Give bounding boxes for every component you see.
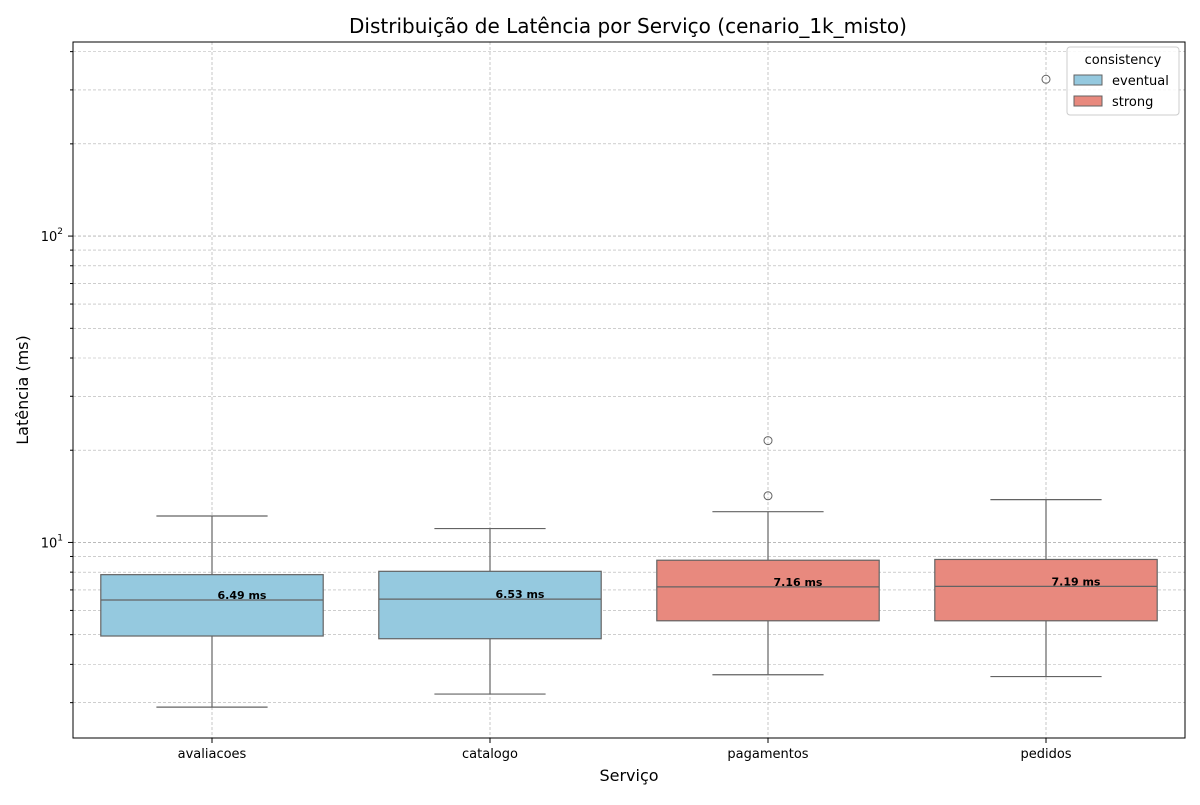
iqr-box-pedidos bbox=[934, 558, 1158, 622]
outlier-point-pagamentos bbox=[763, 491, 773, 501]
legend-title: consistency bbox=[1085, 53, 1162, 68]
box-pagamentos: 7.16 ms bbox=[656, 436, 880, 676]
y-tick-label: 101 bbox=[41, 533, 63, 551]
x-tick-label-pedidos: pedidos bbox=[1020, 747, 1071, 762]
y-tick-label: 102 bbox=[41, 227, 63, 245]
chart-title: Distribuição de Latência por Serviço (ce… bbox=[349, 14, 907, 38]
boxes-layer: 6.49 ms 6.53 ms 7.16 ms 7.19 ms bbox=[100, 74, 1158, 708]
legend-label-strong: strong bbox=[1112, 95, 1153, 110]
y-axis-label: Latência (ms) bbox=[13, 335, 32, 445]
legend-swatch-strong bbox=[1073, 95, 1103, 107]
legend: consistency eventual strong bbox=[1066, 46, 1180, 116]
box-avaliacoes: 6.49 ms bbox=[100, 515, 324, 708]
ticks-layer: 101 102 avaliacoes catalogo pagamentos pedido… bbox=[41, 51, 1072, 762]
legend-swatch-eventual bbox=[1073, 74, 1103, 86]
legend-label-eventual: eventual bbox=[1112, 74, 1169, 89]
box-pedidos: 7.19 ms bbox=[934, 74, 1158, 678]
median-label-pedidos: 7.19 ms bbox=[1052, 575, 1101, 588]
x-tick-label-pagamentos: pagamentos bbox=[727, 747, 808, 762]
iqr-box-catalogo bbox=[378, 570, 602, 640]
outlier-point-pedidos bbox=[1041, 74, 1051, 84]
median-label-catalogo: 6.53 ms bbox=[496, 588, 545, 601]
x-tick-label-avaliacoes: avaliacoes bbox=[178, 747, 247, 762]
outlier-point-pagamentos bbox=[763, 436, 773, 446]
grid-layer bbox=[73, 42, 1185, 738]
x-axis-label: Serviço bbox=[599, 766, 658, 785]
iqr-box-avaliacoes bbox=[100, 574, 324, 637]
median-label-pagamentos: 7.16 ms bbox=[774, 576, 823, 589]
box-catalogo: 6.53 ms bbox=[378, 527, 602, 695]
iqr-box-pagamentos bbox=[656, 559, 880, 622]
median-label-avaliacoes: 6.49 ms bbox=[218, 589, 267, 602]
plot-frame bbox=[72, 41, 1186, 739]
x-tick-label-catalogo: catalogo bbox=[462, 747, 518, 762]
